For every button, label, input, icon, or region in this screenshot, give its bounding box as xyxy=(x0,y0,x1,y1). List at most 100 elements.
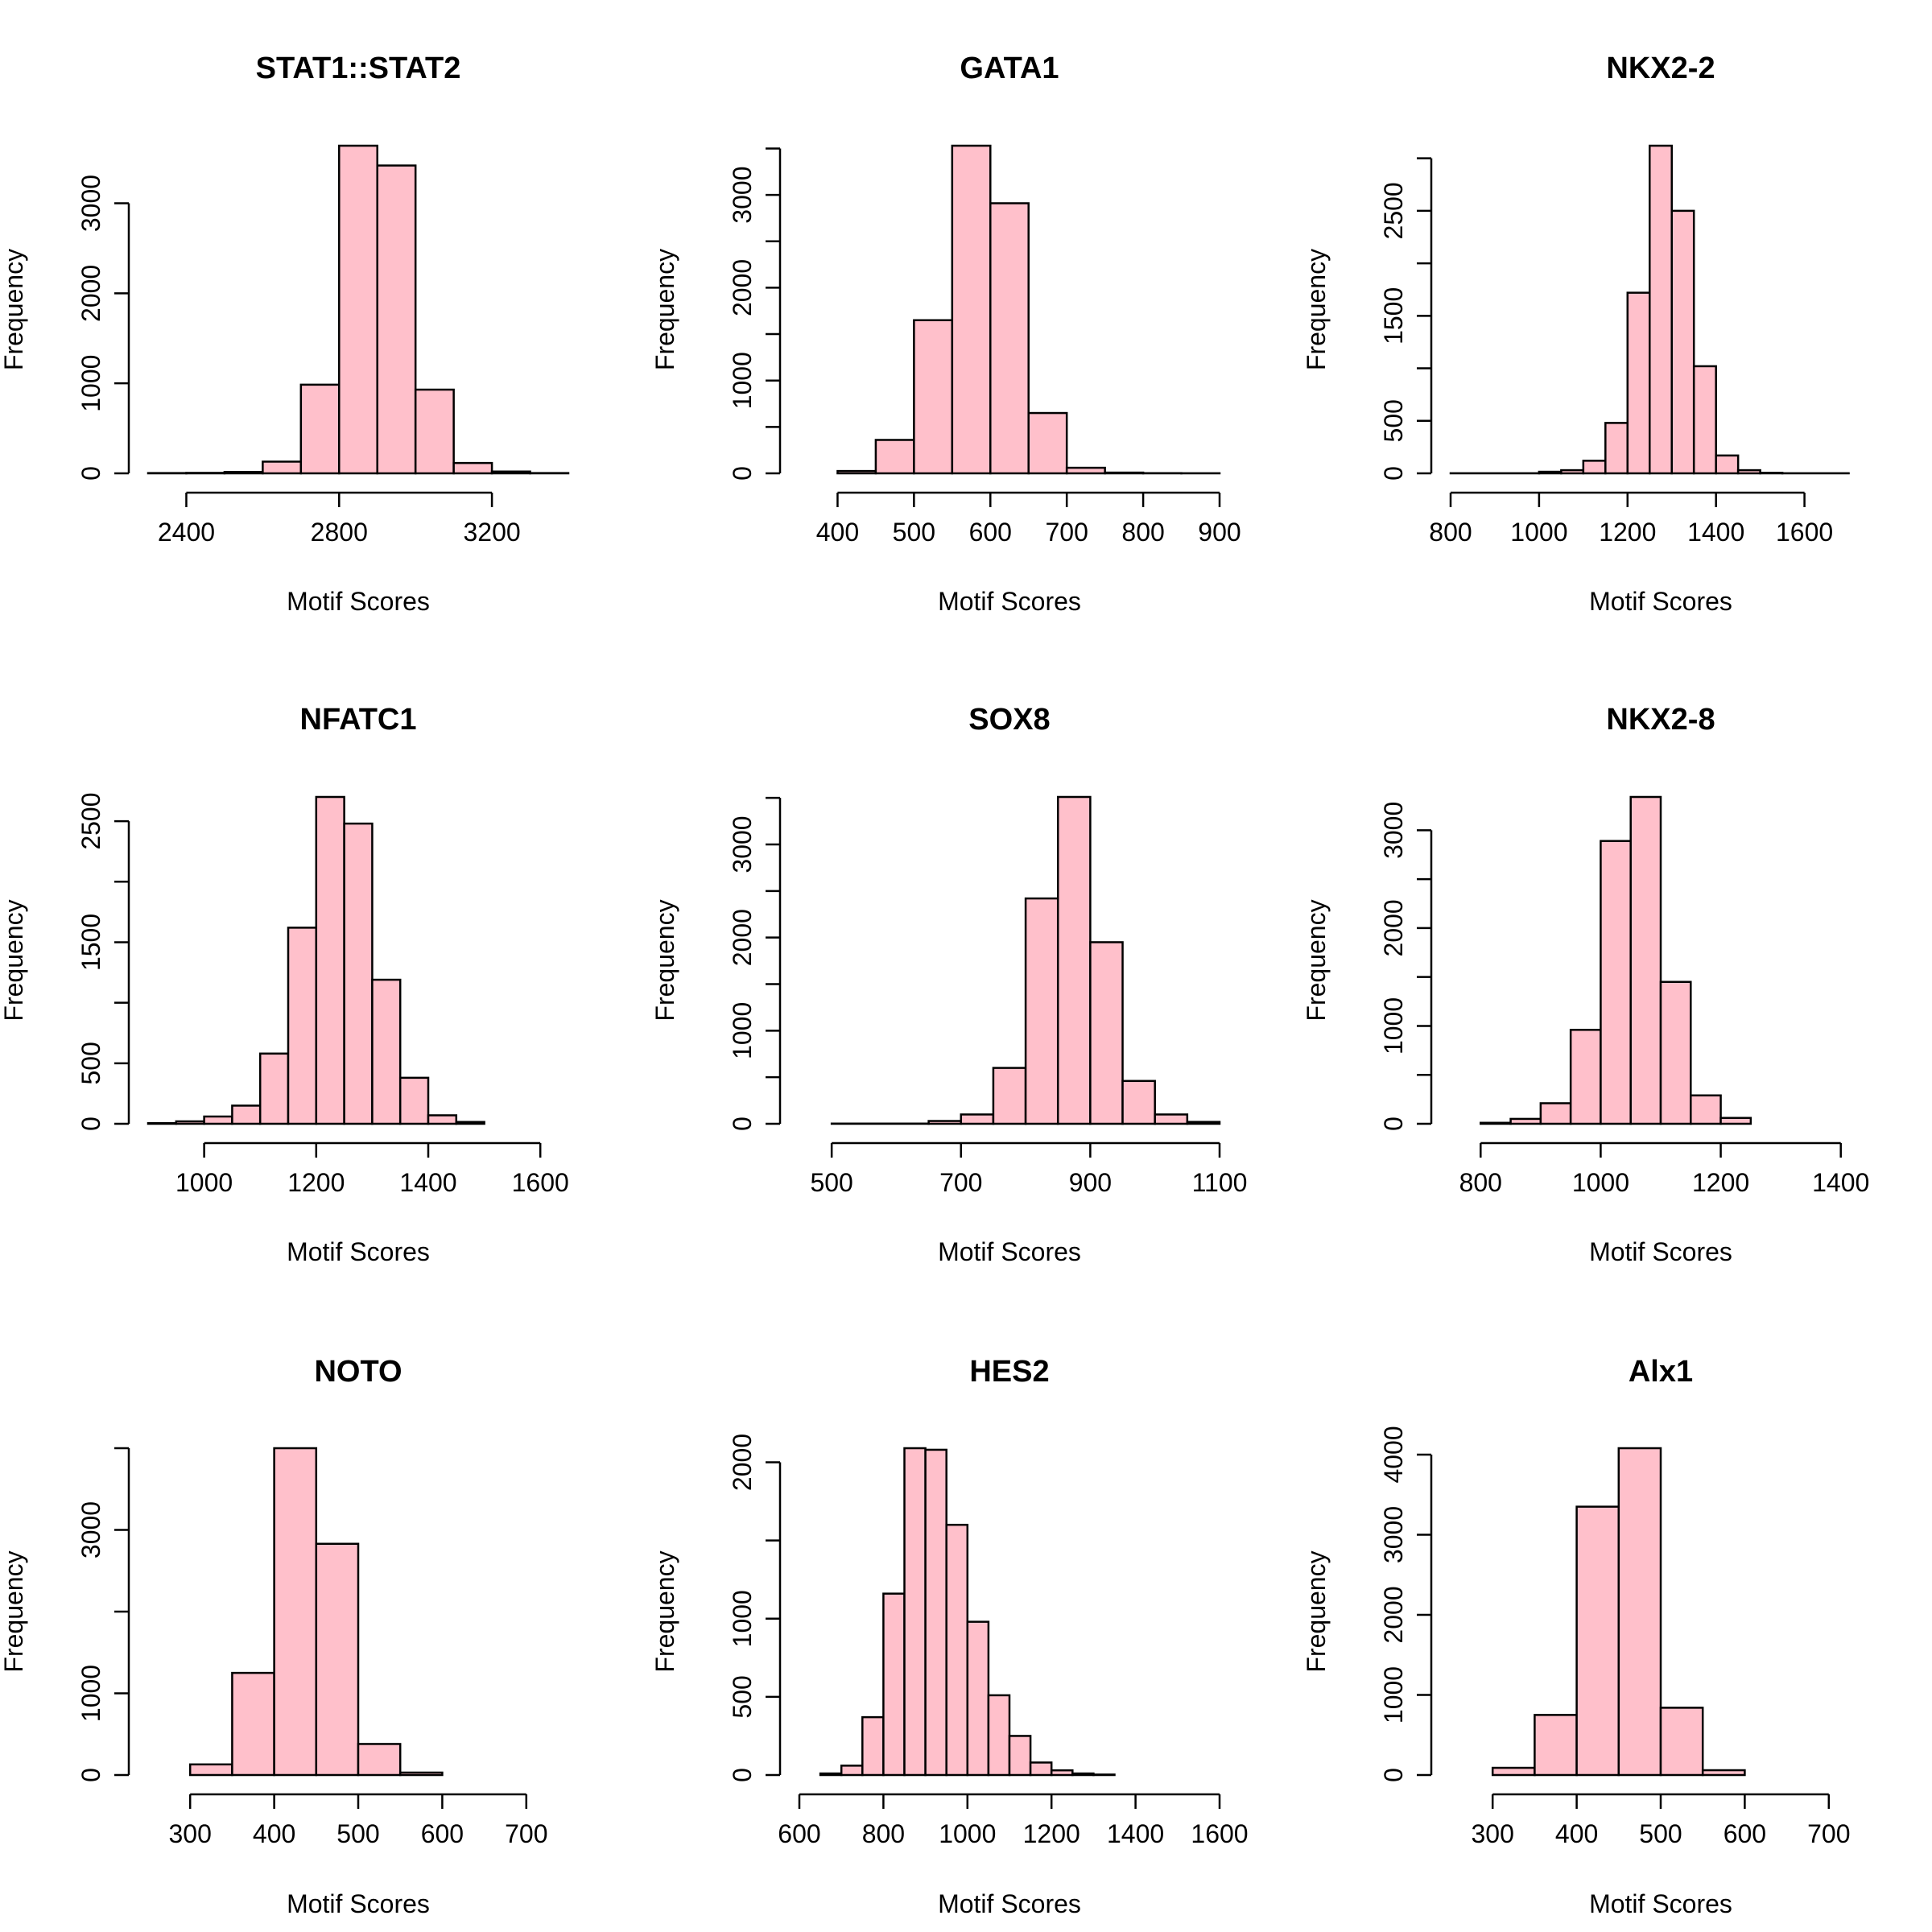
x-axis-label: Motif Scores xyxy=(287,1237,430,1266)
x-tick-label: 1200 xyxy=(1692,1168,1749,1197)
histogram-bar xyxy=(299,383,341,475)
histogram-bar xyxy=(147,1121,178,1125)
histogram-bar xyxy=(315,795,345,1125)
histogram-bar xyxy=(1027,411,1068,475)
y-axis-label: Frequency xyxy=(1302,249,1331,370)
histogram-panel-8: HES2 600 800 1000 1200 1400 1600 Motif Scores 0 5… xyxy=(650,1355,1249,1918)
x-tick-label: 700 xyxy=(505,1819,547,1848)
x-tick-label: 1100 xyxy=(1192,1168,1248,1197)
histogram-bar xyxy=(490,470,531,475)
y-tick-label: 1500 xyxy=(76,914,105,971)
x-tick-label: 300 xyxy=(169,1819,212,1848)
x-tick-label: 400 xyxy=(1555,1819,1598,1848)
y-tick-label: 0 xyxy=(76,1768,105,1782)
histogram-bar xyxy=(376,164,417,475)
histogram-bar xyxy=(874,439,915,475)
histogram-bar xyxy=(951,144,992,475)
y-tick-label: 2000 xyxy=(728,1434,757,1491)
y-tick-label: 500 xyxy=(1379,399,1408,442)
y-tick-label: 3000 xyxy=(728,167,757,224)
y-tick-label: 1000 xyxy=(76,1665,105,1722)
histogram-panel-5: SOX8 500 700 900 1100 Motif Scores 0 1000 2000 30… xyxy=(650,703,1247,1266)
histogram-bar xyxy=(861,1715,885,1777)
histogram-bar xyxy=(1092,1773,1116,1777)
x-axis-label: Motif Scores xyxy=(287,1889,430,1918)
x-tick-label: 400 xyxy=(253,1819,295,1848)
histogram-bar xyxy=(357,1743,402,1777)
y-tick-label: 0 xyxy=(728,1768,757,1782)
x-tick-label: 700 xyxy=(939,1168,982,1197)
histogram-bar xyxy=(1539,1102,1572,1125)
histogram-bar xyxy=(398,1771,444,1777)
x-tick-label: 2800 xyxy=(311,518,368,547)
histogram-bar xyxy=(882,1592,906,1777)
x-tick-label: 1400 xyxy=(1812,1168,1869,1197)
x-tick-label: 1200 xyxy=(287,1168,345,1197)
y-axis-label: Frequency xyxy=(0,249,28,370)
x-tick-label: 1000 xyxy=(175,1168,233,1197)
x-tick-label: 600 xyxy=(778,1819,820,1848)
x-tick-label: 1000 xyxy=(939,1819,996,1848)
x-axis-label: Motif Scores xyxy=(938,1237,1081,1266)
histogram-bar xyxy=(273,1447,318,1777)
y-axis-label: Frequency xyxy=(650,899,679,1021)
x-tick-label: 900 xyxy=(1198,518,1241,547)
panel-title: GATA1 xyxy=(960,52,1059,85)
histogram-bar xyxy=(1692,365,1717,475)
y-axis-label: Frequency xyxy=(1302,1550,1331,1672)
histogram-bar xyxy=(188,1763,233,1777)
histogram-bar xyxy=(840,1765,864,1777)
histogram-bar xyxy=(1538,470,1563,475)
panel-title: Alx1 xyxy=(1629,1355,1693,1389)
histogram-bar xyxy=(398,1076,430,1125)
x-axis-label: Motif Scores xyxy=(1589,1237,1732,1266)
x-tick-label: 500 xyxy=(893,518,935,547)
histogram-panel-2: GATA1 400 500 600 700 800 900 Motif Scores 0 1000… xyxy=(650,52,1241,616)
x-tick-label: 1400 xyxy=(1107,1819,1164,1848)
histogram-bar xyxy=(836,469,877,475)
x-tick-label: 600 xyxy=(1724,1819,1766,1848)
histogram-bar xyxy=(1569,1029,1602,1125)
histogram-bar xyxy=(1029,1761,1053,1777)
y-tick-label: 0 xyxy=(76,466,105,481)
x-tick-label: 500 xyxy=(336,1819,379,1848)
x-axis-label: Motif Scores xyxy=(1589,1889,1732,1918)
y-tick-label: 3000 xyxy=(728,815,757,873)
histogram-bar xyxy=(1071,1772,1095,1777)
x-tick-label: 300 xyxy=(1472,1819,1514,1848)
x-tick-label: 500 xyxy=(1639,1819,1682,1848)
histogram-bar xyxy=(1008,1735,1032,1777)
histogram-bar xyxy=(1715,454,1740,475)
histogram-bar xyxy=(452,461,493,475)
x-tick-label: 500 xyxy=(810,1168,852,1197)
histogram-bar xyxy=(231,1104,262,1125)
histogram-bar xyxy=(992,1067,1027,1125)
y-tick-label: 2000 xyxy=(728,259,757,316)
x-tick-label: 1200 xyxy=(1023,1819,1080,1848)
y-tick-label: 0 xyxy=(1379,1768,1408,1782)
y-tick-label: 3000 xyxy=(76,1501,105,1558)
x-tick-label: 1400 xyxy=(1687,518,1744,547)
y-tick-label: 3000 xyxy=(76,175,105,232)
histogram-bar xyxy=(1056,795,1092,1125)
histogram-bar xyxy=(1600,840,1632,1125)
histogram-bar xyxy=(223,471,264,475)
x-tick-label: 1200 xyxy=(1599,518,1656,547)
histogram-bar xyxy=(1719,1117,1752,1125)
histogram-bar xyxy=(175,1120,205,1125)
histogram-bar xyxy=(1701,1769,1746,1777)
histogram-bar xyxy=(966,1620,990,1777)
x-axis-label: Motif Scores xyxy=(287,587,430,616)
histogram-bar xyxy=(1121,1080,1156,1125)
y-tick-label: 2000 xyxy=(728,909,757,966)
histogram-bar xyxy=(1024,897,1059,1125)
y-tick-label: 3000 xyxy=(1379,802,1408,859)
histogram-bar xyxy=(343,822,374,1125)
histogram-bar xyxy=(1509,1117,1542,1125)
histogram-bar xyxy=(427,1114,458,1125)
y-axis-label: Frequency xyxy=(650,249,679,370)
y-tick-label: 0 xyxy=(728,466,757,481)
panel-title: STAT1::STAT2 xyxy=(256,52,461,85)
x-tick-label: 1600 xyxy=(1776,518,1833,547)
